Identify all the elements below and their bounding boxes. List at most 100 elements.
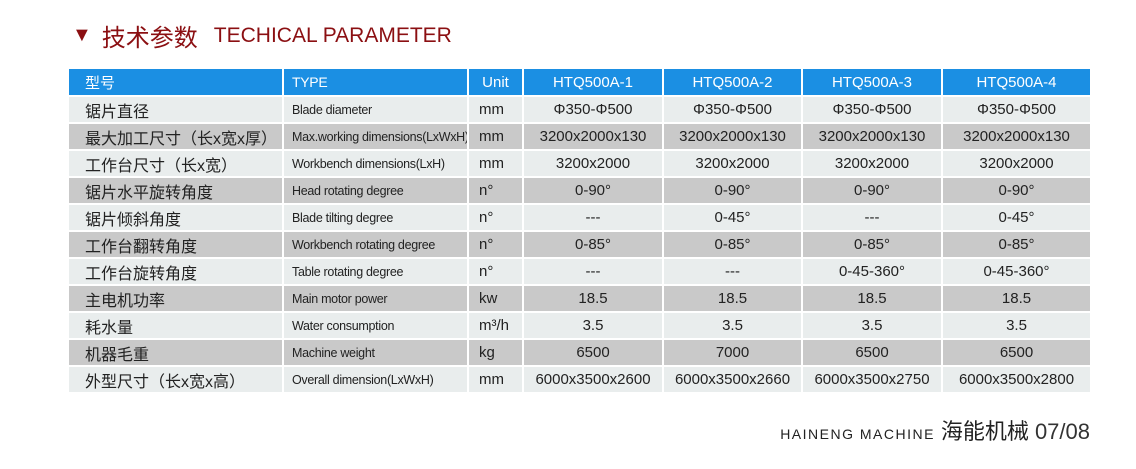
row-label-zh: 耗水量 xyxy=(67,311,284,340)
row-label-zh: 外型尺寸（长x宽x高） xyxy=(67,365,284,394)
row-value: 0-45-360° xyxy=(941,257,1092,286)
row-value: 3200x2000 xyxy=(941,149,1092,178)
table-row: 最大加工尺寸（长x宽x厚） Max.working dimensions(LxWx… xyxy=(67,122,1092,151)
row-unit: n° xyxy=(467,257,524,286)
row-unit: n° xyxy=(467,230,524,259)
row-value: 6000x3500x2800 xyxy=(941,365,1092,394)
row-value: 18.5 xyxy=(662,284,803,313)
row-value: Φ350-Φ500 xyxy=(941,95,1092,124)
row-unit: mm xyxy=(467,95,524,124)
row-value: 3200x2000 xyxy=(801,149,943,178)
row-label-zh: 锯片倾斜角度 xyxy=(67,203,284,232)
row-unit: n° xyxy=(467,176,524,205)
table-row: 工作台尺寸（长x宽） Workbench dimensions(LxH) mm 320… xyxy=(67,149,1092,178)
row-label-en: Machine weight xyxy=(282,338,469,367)
row-value: --- xyxy=(662,257,803,286)
row-value: --- xyxy=(522,257,664,286)
row-value: 18.5 xyxy=(801,284,943,313)
header-model: HTQ500A-3 xyxy=(801,67,943,97)
table-row: 耗水量 Water consumption m³/h 3.5 3.5 3.5 3.5 xyxy=(67,311,1092,340)
row-label-zh: 工作台尺寸（长x宽） xyxy=(67,149,284,178)
row-value: 0-85° xyxy=(522,230,664,259)
page-number: 07/08 xyxy=(1034,419,1090,444)
row-label-zh: 锯片直径 xyxy=(67,95,284,124)
table-row: 外型尺寸（长x宽x高） Overall dimension(LxWxH) mm 600… xyxy=(67,365,1092,394)
table-row: 主电机功率 Main motor power kw 18.5 18.5 18.5 18.5 xyxy=(67,284,1092,313)
row-value: Φ350-Φ500 xyxy=(522,95,664,124)
row-label-en: Overall dimension(LxWxH) xyxy=(282,365,469,394)
row-value: --- xyxy=(801,203,943,232)
table-row: 工作台旋转角度 Table rotating degree n° --- --- 0-45… xyxy=(67,257,1092,286)
row-unit: mm xyxy=(467,122,524,151)
row-value: 0-90° xyxy=(522,176,664,205)
row-value: 0-85° xyxy=(662,230,803,259)
title-zh: 技术参数 xyxy=(101,25,198,52)
brand-zh: 海能机械 xyxy=(940,419,1029,444)
row-unit: mm xyxy=(467,365,524,394)
row-value: 6000x3500x2600 xyxy=(522,365,664,394)
row-value: 3200x2000x130 xyxy=(941,122,1092,151)
row-value: 3200x2000x130 xyxy=(522,122,664,151)
row-value: 3200x2000x130 xyxy=(801,122,943,151)
table-row: 锯片水平旋转角度 Head rotating degree n° 0-90° 0-90°… xyxy=(67,176,1092,205)
row-label-en: Water consumption xyxy=(282,311,469,340)
row-value: 18.5 xyxy=(941,284,1092,313)
row-value: 7000 xyxy=(662,338,803,367)
row-label-zh: 锯片水平旋转角度 xyxy=(67,176,284,205)
row-label-en: Workbench dimensions(LxH) xyxy=(282,149,469,178)
row-value: 0-90° xyxy=(662,176,803,205)
row-unit: kg xyxy=(467,338,524,367)
row-label-en: Workbench rotating degree xyxy=(282,230,469,259)
row-label-zh: 工作台旋转角度 xyxy=(67,257,284,286)
row-label-en: Table rotating degree xyxy=(282,257,469,286)
row-unit: kw xyxy=(467,284,524,313)
row-label-en: Head rotating degree xyxy=(282,176,469,205)
table-row: 锯片倾斜角度 Blade tilting degree n° --- 0-45° --- 0… xyxy=(67,203,1092,232)
row-value: 3200x2000 xyxy=(662,149,803,178)
header-en: TYPE xyxy=(282,67,469,97)
table-row: 机器毛重 Machine weight kg 6500 7000 6500 6500 xyxy=(67,338,1092,367)
header-unit: Unit xyxy=(467,67,524,97)
row-label-en: Blade tilting degree xyxy=(282,203,469,232)
row-value: 0-90° xyxy=(801,176,943,205)
row-value: 6500 xyxy=(941,338,1092,367)
row-value: 0-45° xyxy=(662,203,803,232)
row-value: 0-85° xyxy=(941,230,1092,259)
row-value: 6500 xyxy=(801,338,943,367)
table-row: 锯片直径 Blade diameter mm Φ350-Φ500 Φ350-Φ500 Φ3… xyxy=(67,95,1092,124)
parameter-table: 型号 TYPE Unit HTQ500A-1 HTQ500A-2 HTQ500A… xyxy=(67,67,1092,394)
header-model: HTQ500A-2 xyxy=(662,67,803,97)
table-header: 型号 TYPE Unit HTQ500A-1 HTQ500A-2 HTQ500A… xyxy=(67,67,1092,97)
row-label-en: Blade diameter xyxy=(282,95,469,124)
row-value: 18.5 xyxy=(522,284,664,313)
footer: HAINENG MACHINE 海能机械 07/08 xyxy=(780,414,1090,446)
section-title: ▼ 技术参数 TECHICAL PARAMETER xyxy=(72,18,452,53)
row-value: 6000x3500x2660 xyxy=(662,365,803,394)
row-unit: mm xyxy=(467,149,524,178)
row-value: --- xyxy=(522,203,664,232)
row-value: 3.5 xyxy=(801,311,943,340)
row-label-zh: 机器毛重 xyxy=(67,338,284,367)
row-value: 3200x2000x130 xyxy=(662,122,803,151)
title-en: TECHICAL PARAMETER xyxy=(213,23,452,47)
header-zh: 型号 xyxy=(67,67,284,97)
row-label-zh: 主电机功率 xyxy=(67,284,284,313)
row-value: 3.5 xyxy=(941,311,1092,340)
row-value: 0-90° xyxy=(941,176,1092,205)
row-value: Φ350-Φ500 xyxy=(662,95,803,124)
row-unit: n° xyxy=(467,203,524,232)
triangle-down-icon: ▼ xyxy=(72,24,92,46)
row-label-en: Max.working dimensions(LxWxH) xyxy=(282,122,469,151)
row-label-en: Main motor power xyxy=(282,284,469,313)
header-model: HTQ500A-1 xyxy=(522,67,664,97)
row-value: 3.5 xyxy=(662,311,803,340)
row-value: 0-45° xyxy=(941,203,1092,232)
row-label-zh: 工作台翻转角度 xyxy=(67,230,284,259)
row-value: 6000x3500x2750 xyxy=(801,365,943,394)
header-model: HTQ500A-4 xyxy=(941,67,1092,97)
row-unit: m³/h xyxy=(467,311,524,340)
row-value: 0-45-360° xyxy=(801,257,943,286)
row-value: Φ350-Φ500 xyxy=(801,95,943,124)
table-row: 工作台翻转角度 Workbench rotating degree n° 0-85° 0… xyxy=(67,230,1092,259)
row-value: 3200x2000 xyxy=(522,149,664,178)
